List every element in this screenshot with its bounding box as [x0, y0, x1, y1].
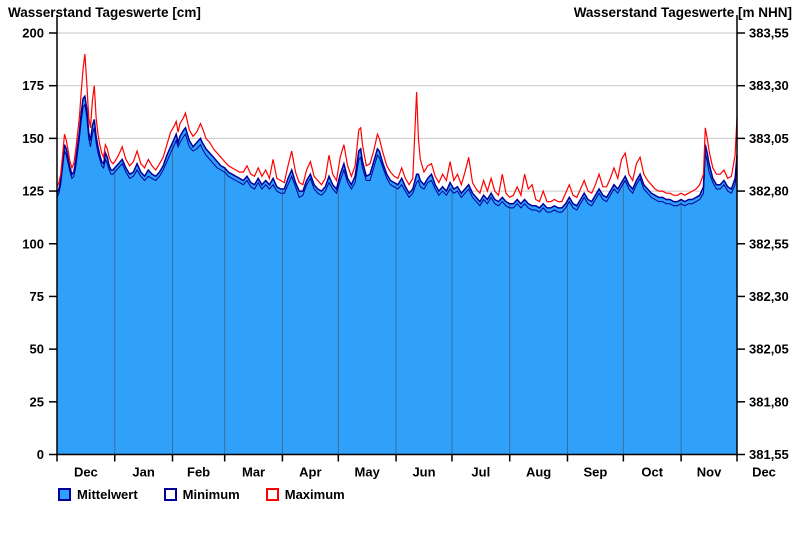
right-tick-label: 382,55	[749, 236, 789, 251]
left-tick-label: 125	[22, 184, 44, 199]
legend-label-maximum: Maximum	[284, 487, 345, 502]
left-tick-label: 25	[30, 394, 44, 409]
right-tick-label: 383,55	[749, 26, 789, 41]
legend-item-maximum: Maximum	[265, 487, 345, 502]
legend-label-minimum: Minimum	[182, 487, 240, 502]
x-tick-label: Apr	[299, 465, 321, 480]
x-tick-label: Feb	[187, 465, 210, 480]
right-tick-label: 381,55	[749, 447, 789, 462]
right-tick-label: 383,30	[749, 78, 789, 93]
x-tick-label: Nov	[697, 465, 722, 480]
x-tick-label: May	[355, 465, 381, 480]
right-tick-label: 382,05	[749, 342, 789, 357]
x-tick-label: Jul	[471, 465, 490, 480]
x-tick-label: Dec	[74, 465, 98, 480]
maximum-line	[56, 54, 738, 203]
left-axis-title: Wasserstand Tageswerte [cm]	[8, 5, 201, 20]
x-tick-label: Jan	[132, 465, 154, 480]
legend-label-mittelwert: Mittelwert	[77, 487, 138, 502]
minimum-swatch-icon	[163, 488, 177, 501]
x-tick-label: Mar	[242, 465, 265, 480]
x-tick-label: Dec	[752, 465, 776, 480]
mittelwert-area	[57, 96, 737, 455]
x-tick-label: Aug	[526, 465, 551, 480]
left-tick-label: 200	[22, 26, 44, 41]
x-tick-label: Sep	[583, 465, 607, 480]
x-tick-label: Oct	[641, 465, 663, 480]
x-tick-label: Jun	[412, 465, 435, 480]
legend-item-minimum: Minimum	[163, 487, 240, 502]
maximum-swatch-icon	[265, 488, 279, 501]
mittelwert-swatch-icon	[58, 488, 71, 501]
left-tick-label: 0	[37, 447, 44, 462]
right-tick-label: 382,30	[749, 289, 789, 304]
left-tick-label: 50	[30, 342, 44, 357]
right-tick-label: 381,80	[749, 394, 789, 409]
minimum-line	[56, 103, 738, 213]
legend-item-mittelwert: Mittelwert	[58, 487, 138, 502]
right-tick-label: 383,05	[749, 131, 789, 146]
mittelwert-line	[56, 94, 738, 209]
left-tick-label: 175	[22, 78, 44, 93]
left-tick-label: 75	[30, 289, 44, 304]
left-tick-label: 150	[22, 131, 44, 146]
left-tick-label: 100	[22, 236, 44, 251]
chart-legend: Mittelwert Minimum Maximum	[58, 487, 345, 502]
right-tick-label: 382,80	[749, 184, 789, 199]
